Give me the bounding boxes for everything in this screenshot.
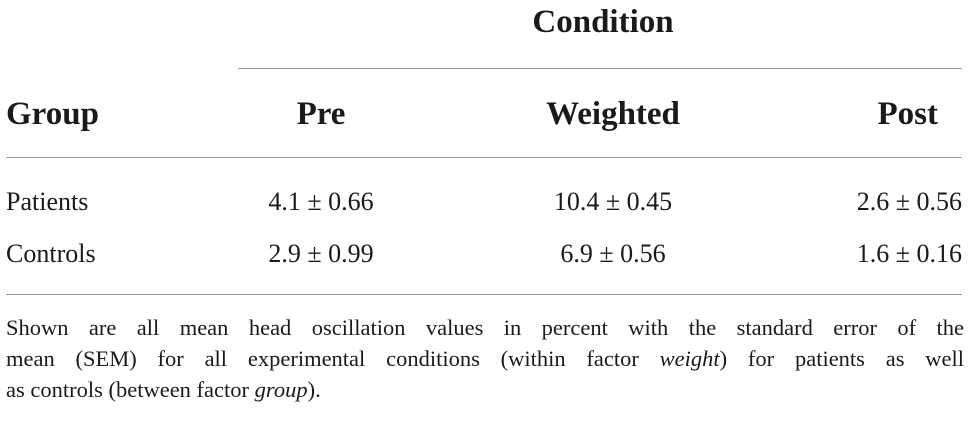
table-footnote: Shown are all mean head oscillation valu… <box>6 312 964 405</box>
footnote-text: ). <box>307 377 321 402</box>
header-rule <box>6 157 962 158</box>
column-header-pre: Pre <box>296 96 346 132</box>
footnote-italic-term: weight <box>659 346 720 371</box>
bottom-rule <box>6 294 962 295</box>
footnote-line-2: mean (SEM) for all experimental conditio… <box>6 343 964 374</box>
table-cell-pre: 4.1 ± 0.66 <box>268 187 374 216</box>
footnote-text: ) for patients as well <box>719 346 964 371</box>
column-header-weighted: Weighted <box>546 96 680 132</box>
table-cell-weighted: 6.9 ± 0.56 <box>560 239 666 268</box>
spanner-header-condition: Condition <box>532 4 674 40</box>
footnote-line-3: as controls (between factor group). <box>6 374 964 405</box>
footnote-text: mean (SEM) for all experimental conditio… <box>6 346 660 371</box>
footnote-text: as controls (between factor <box>6 377 255 402</box>
table-cell-post: 2.6 ± 0.56 <box>856 187 962 216</box>
table-cell-weighted: 10.4 ± 0.45 <box>553 187 673 216</box>
table-cell-post: 1.6 ± 0.16 <box>856 239 962 268</box>
column-header-post: Post <box>877 96 939 132</box>
row-label: Patients <box>6 187 89 216</box>
row-label: Controls <box>6 239 96 268</box>
column-header-group: Group <box>6 96 99 132</box>
table-cell-pre: 2.9 ± 0.99 <box>268 239 374 268</box>
footnote-line-1: Shown are all mean head oscillation valu… <box>6 315 964 340</box>
spanner-rule <box>238 68 962 69</box>
footnote-italic-term: group <box>254 377 308 402</box>
